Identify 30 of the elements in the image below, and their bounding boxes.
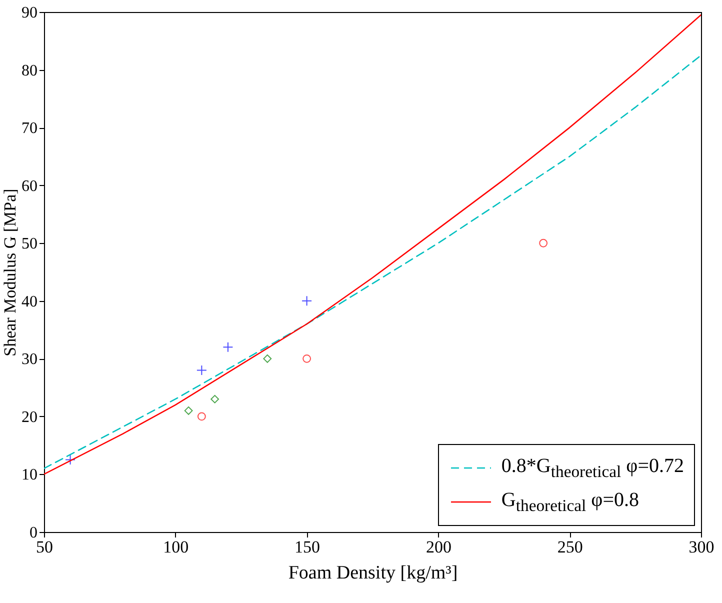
x-tick-label: 100 <box>163 538 189 556</box>
point <box>196 364 207 376</box>
y-axis-title: Shear Modulus G [MPa] <box>0 188 20 356</box>
legend-label: G$_{theoretical}$ φ=0.8 <box>501 488 639 516</box>
x-tick-label: 150 <box>294 538 320 556</box>
legend-label: 0.8*G$_{theoretical}$ φ=0.72 <box>501 454 684 482</box>
point <box>210 394 220 404</box>
point <box>184 406 193 415</box>
y-tick-label: 40 <box>22 293 38 310</box>
y-tick-label: 60 <box>22 178 38 195</box>
y-tick-label: 20 <box>22 408 38 426</box>
point <box>197 412 206 421</box>
point <box>65 454 76 466</box>
y-tick-label: 30 <box>22 351 38 368</box>
x-tick-label: 200 <box>426 538 452 556</box>
point <box>539 238 548 248</box>
y-tick-label: 50 <box>22 236 38 253</box>
point <box>222 342 234 352</box>
point <box>302 354 312 363</box>
x-tick-label: 250 <box>557 538 583 556</box>
y-tick-label: 90 <box>22 4 38 22</box>
x-tick-label: 300 <box>688 538 714 556</box>
y-tick-label: 70 <box>22 120 38 138</box>
x-tick-label: 50 <box>36 538 53 556</box>
point <box>263 354 272 363</box>
point <box>302 296 312 306</box>
x-axis-title: Foam Density [kg/m³] <box>288 562 458 584</box>
y-tick-label: 80 <box>22 62 38 80</box>
y-tick-label: 0 <box>30 524 38 542</box>
y-tick-label: 10 <box>22 466 38 484</box>
